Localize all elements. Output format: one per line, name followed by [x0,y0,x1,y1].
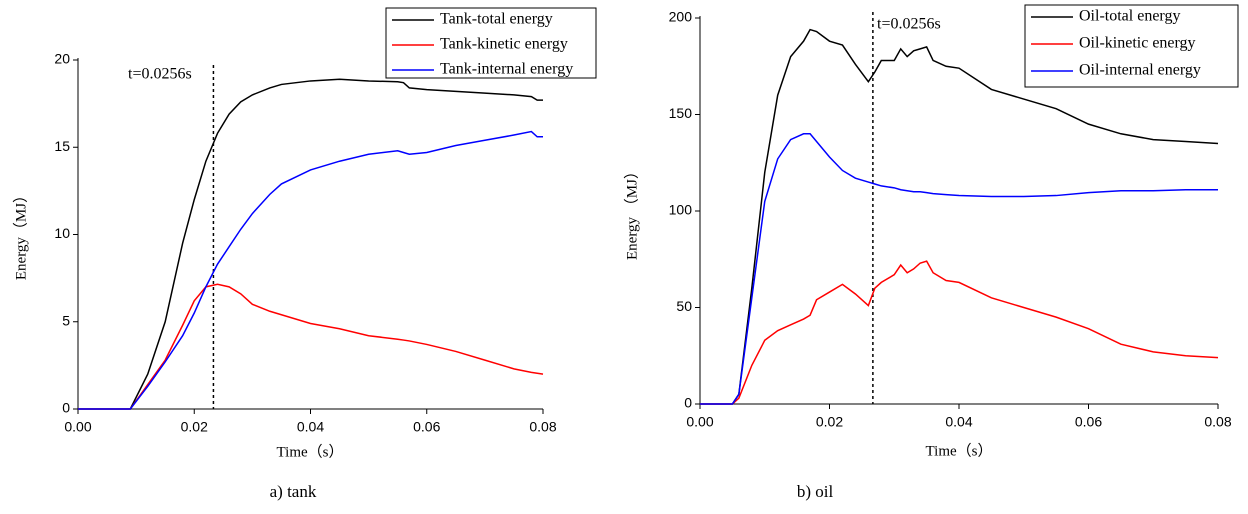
y-tick-label: 200 [669,9,693,25]
y-tick-label: 5 [62,312,70,328]
series-line [78,283,544,410]
y-tick-label: 0 [684,395,692,411]
x-tick-label: 0.02 [181,419,208,435]
x-tick-label: 0.02 [816,414,843,430]
legend-label: Tank-internal energy [440,61,573,78]
y-tick-label: 10 [54,225,70,241]
legend-label: Tank-kinetic energy [440,36,568,53]
x-tick-label: 0.06 [413,419,440,435]
legend-label: Oil-internal energy [1079,62,1201,79]
x-tick-label: 0.08 [529,419,556,435]
y-tick-label: 0 [62,400,70,416]
legend-label: Oil-total energy [1079,8,1180,25]
series-line [700,28,1219,405]
y-tick-label: 100 [669,202,693,218]
x-tick-label: 0.00 [686,414,713,430]
caption: a) tank [270,482,317,501]
x-tick-label: 0.04 [297,419,324,435]
x-axis-label: Time（s） [277,443,344,460]
series-line [700,133,1218,405]
caption: b) oil [797,482,834,501]
x-tick-label: 0.04 [945,414,972,430]
series-line [700,260,1219,405]
y-axis-label: Energy（MJ） [12,188,29,280]
x-tick-label: 0.06 [1075,414,1102,430]
x-tick-label: 0.08 [1204,414,1231,430]
legend-label: Tank-total energy [440,11,553,28]
y-tick-label: 150 [669,105,693,121]
series-line [78,130,543,410]
y-tick-label: 20 [54,51,70,67]
y-tick-label: 50 [676,298,692,314]
annotation-text: t=0.0256s [877,16,941,33]
x-tick-label: 0.00 [64,419,91,435]
legend-label: Oil-kinetic energy [1079,35,1196,52]
x-axis-label: Time（s） [926,442,993,459]
legend-box [1024,4,1239,88]
series-line [78,78,543,410]
annotation-text: t=0.0256s [128,66,192,83]
y-axis-label: Energy （MJ） [623,164,640,260]
y-tick-label: 15 [54,138,70,154]
